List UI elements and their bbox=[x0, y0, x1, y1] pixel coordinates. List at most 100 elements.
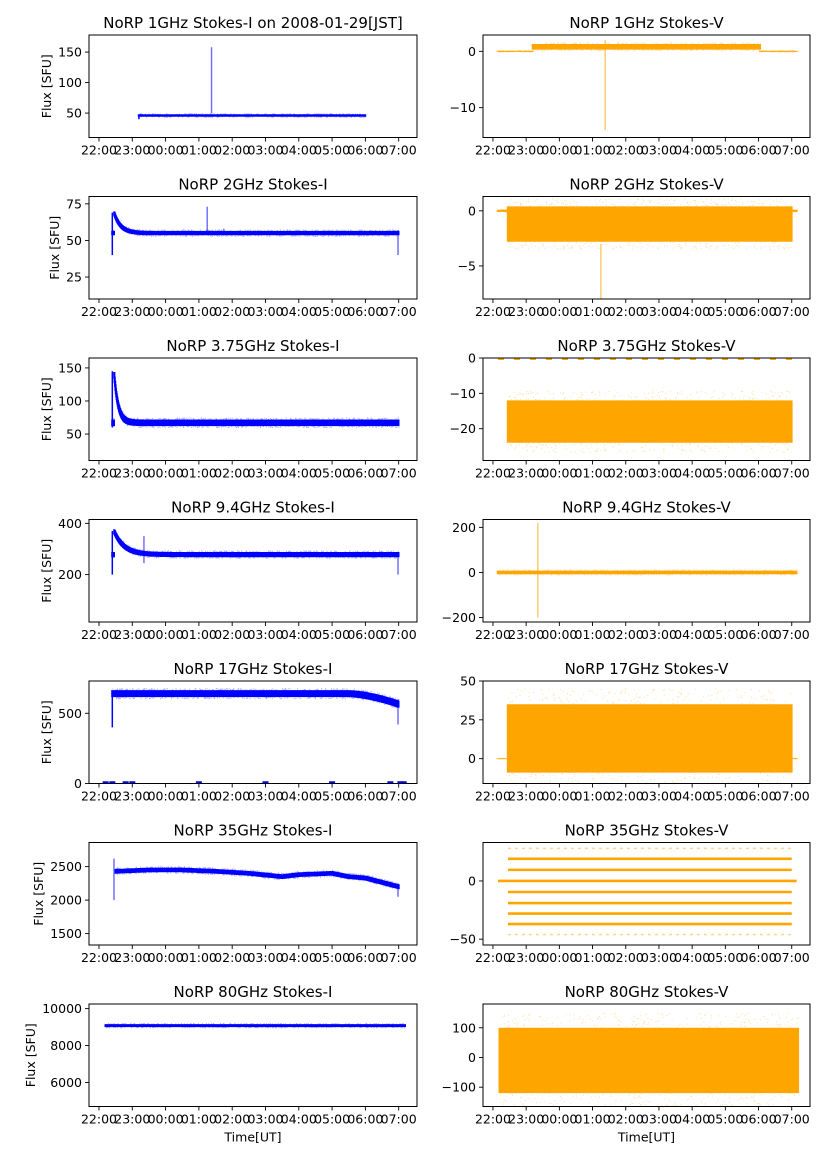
x-tick-label: 07:00 bbox=[774, 466, 810, 481]
x-tick-label: 07:00 bbox=[381, 466, 417, 481]
x-tick-label: 23:00 bbox=[508, 466, 544, 481]
data-outliers bbox=[112, 379, 400, 429]
x-tick-label: 22:00 bbox=[81, 789, 117, 804]
x-tick-label: 03:00 bbox=[247, 627, 283, 642]
scatter-points bbox=[498, 1012, 800, 1107]
data-outliers bbox=[508, 688, 792, 784]
x-tick-label: 06:00 bbox=[741, 627, 777, 642]
x-tick-label: 00:00 bbox=[541, 304, 577, 319]
y-tick-label: 0 bbox=[468, 751, 476, 766]
x-tick-label: 01:00 bbox=[181, 1112, 217, 1127]
y-tick-label: 100 bbox=[58, 75, 82, 90]
x-tick-label: 00:00 bbox=[148, 466, 184, 481]
x-tick-label: 07:00 bbox=[381, 627, 417, 642]
x-tick-label: 02:00 bbox=[608, 789, 644, 804]
panel-17GHz-V: 22:0023:0000:0001:0002:0003:0004:0005:00… bbox=[460, 660, 811, 804]
y-axis-label: Flux [SFU] bbox=[31, 862, 46, 926]
y-tick-label: 0 bbox=[468, 565, 476, 580]
y-tick-label: 200 bbox=[58, 567, 82, 582]
x-tick-label: 23:00 bbox=[114, 304, 150, 319]
x-tick-label: 04:00 bbox=[281, 143, 317, 158]
x-tick-label: 02:00 bbox=[214, 143, 250, 158]
x-tick-label: 22:00 bbox=[475, 304, 511, 319]
axes-frame bbox=[88, 357, 418, 461]
y-tick-label: 150 bbox=[58, 360, 82, 375]
x-tick-label: 23:00 bbox=[114, 627, 150, 642]
x-tick-label: 23:00 bbox=[114, 143, 150, 158]
data-band bbox=[114, 867, 400, 889]
axes-frame bbox=[88, 1003, 418, 1107]
x-tick-label: 22:00 bbox=[475, 950, 511, 965]
panel-35GHz-V: 22:0023:0000:0001:0002:0003:0004:0005:00… bbox=[450, 822, 811, 965]
scatter-points bbox=[111, 529, 400, 575]
data-outliers bbox=[793, 757, 798, 760]
axes-frame bbox=[482, 1003, 811, 1107]
data-outliers bbox=[139, 113, 366, 118]
data-band bbox=[759, 50, 798, 52]
x-tick-label: 01:00 bbox=[575, 950, 611, 965]
panel-9.4GHz-V: 22:0023:0000:0001:0002:0003:0004:0005:00… bbox=[442, 499, 811, 642]
y-tick-label: 50 bbox=[66, 427, 82, 442]
axes-frame bbox=[482, 196, 811, 300]
data-band bbox=[496, 209, 509, 212]
x-tick-label: 07:00 bbox=[774, 304, 810, 319]
x-tick-label: 23:00 bbox=[508, 304, 544, 319]
x-tick-label: 03:00 bbox=[641, 950, 677, 965]
x-tick-label: 05:00 bbox=[314, 143, 350, 158]
data-band bbox=[496, 570, 798, 575]
axes-frame bbox=[88, 519, 418, 623]
y-tick-label: 25 bbox=[460, 712, 476, 727]
x-tick-label: 06:00 bbox=[347, 466, 383, 481]
data-outliers bbox=[498, 569, 798, 576]
panel-title: NoRP 80GHz Stokes-I bbox=[174, 983, 333, 1001]
x-tick-label: 01:00 bbox=[181, 143, 217, 158]
data-band bbox=[531, 44, 761, 50]
y-tick-label: −50 bbox=[450, 932, 476, 947]
x-tick-label: 23:00 bbox=[508, 143, 544, 158]
y-tick-label: 2000 bbox=[50, 893, 82, 908]
scatter-points bbox=[111, 206, 400, 256]
data-band bbox=[496, 758, 509, 760]
y-tick-label: 100 bbox=[58, 393, 82, 408]
x-tick-label: 07:00 bbox=[381, 143, 417, 158]
axes-frame bbox=[88, 34, 418, 138]
x-tick-label: 04:00 bbox=[281, 304, 317, 319]
panel-2GHz-I: 22:0023:0000:0001:0002:0003:0004:0005:00… bbox=[47, 176, 418, 319]
data-band bbox=[790, 758, 798, 760]
panel-title: NoRP 35GHz Stokes-I bbox=[174, 822, 333, 840]
scatter-points bbox=[102, 688, 407, 784]
x-tick-label: 07:00 bbox=[774, 627, 810, 642]
x-tick-label: 06:00 bbox=[741, 304, 777, 319]
data-outliers bbox=[508, 198, 792, 251]
x-tick-label: 01:00 bbox=[575, 1112, 611, 1127]
y-tick-label: 100 bbox=[452, 1020, 476, 1035]
data-outliers bbox=[499, 1012, 800, 1107]
data-outliers bbox=[115, 866, 400, 891]
scatter-points bbox=[104, 1023, 406, 1029]
y-axis-label: Flux [SFU] bbox=[39, 377, 54, 441]
x-tick-label: 00:00 bbox=[541, 143, 577, 158]
data-band bbox=[111, 690, 400, 708]
x-tick-label: 23:00 bbox=[508, 627, 544, 642]
y-axis-label: Flux [SFU] bbox=[39, 54, 54, 118]
x-tick-label: 06:00 bbox=[347, 1112, 383, 1127]
x-tick-label: 22:00 bbox=[475, 1112, 511, 1127]
x-tick-label: 07:00 bbox=[381, 950, 417, 965]
x-tick-label: 03:00 bbox=[641, 466, 677, 481]
data-band bbox=[104, 1024, 406, 1028]
panel-title: NoRP 80GHz Stokes-V bbox=[565, 983, 730, 1001]
y-tick-label: 0 bbox=[468, 351, 476, 366]
data-outliers bbox=[760, 50, 796, 53]
x-tick-label: 05:00 bbox=[314, 304, 350, 319]
x-tick-label: 06:00 bbox=[347, 304, 383, 319]
x-tick-label: 02:00 bbox=[214, 950, 250, 965]
x-tick-label: 22:00 bbox=[81, 143, 117, 158]
x-tick-label: 00:00 bbox=[148, 789, 184, 804]
x-tick-label: 22:00 bbox=[81, 627, 117, 642]
x-tick-label: 04:00 bbox=[281, 466, 317, 481]
scatter-points bbox=[497, 358, 797, 453]
panel-title: NoRP 9.4GHz Stokes-V bbox=[562, 499, 731, 517]
data-outliers bbox=[508, 390, 793, 453]
axes-frame bbox=[88, 196, 418, 300]
